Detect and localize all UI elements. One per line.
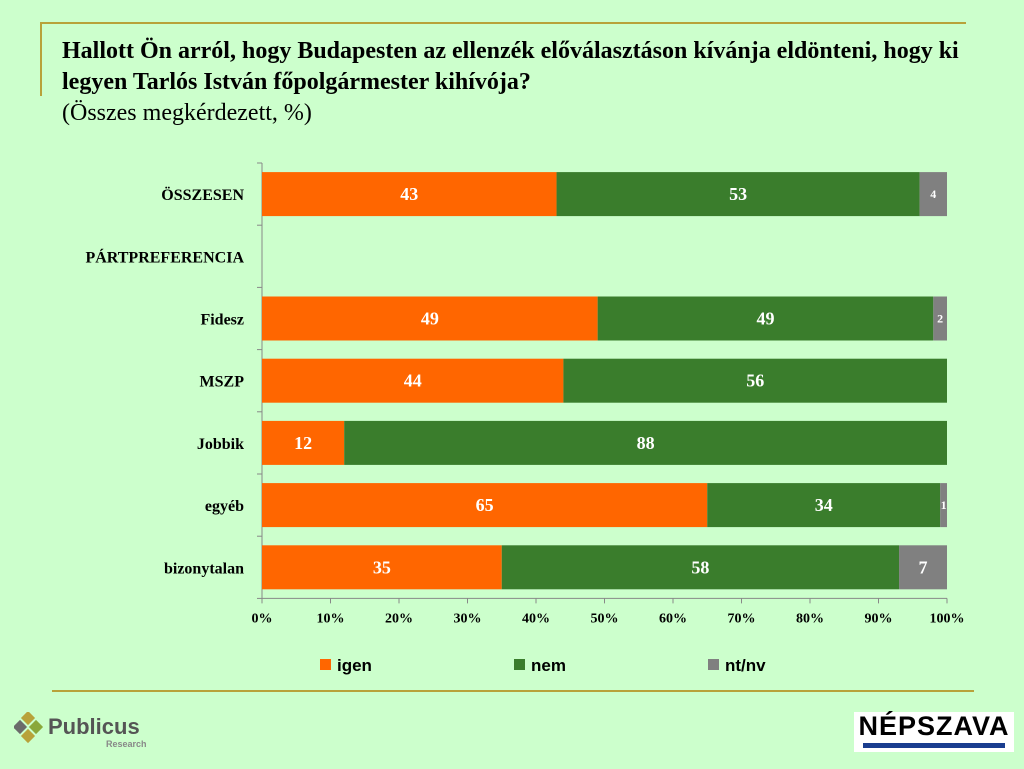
data-label: 56 (746, 371, 764, 391)
legend-swatch-nem (514, 659, 525, 670)
x-tick-label: 20% (385, 611, 413, 626)
bar-segment-nem (501, 545, 900, 590)
category-label: Fidesz (200, 312, 244, 329)
data-label: 49 (421, 309, 439, 329)
legend-swatch-ntnv (708, 659, 719, 670)
bar-segment-nem (597, 296, 934, 341)
x-tick-label: 80% (796, 611, 824, 626)
title-block: Hallott Ön arról, hogy Budapesten az ell… (62, 36, 962, 128)
chart-subtitle: (Összes megkérdezett, %) (62, 100, 312, 126)
bar-segment-ntnv (933, 296, 947, 341)
bar-segment-ntnv (899, 545, 947, 590)
bar-segment-igen (262, 545, 502, 590)
data-label: 49 (756, 309, 774, 329)
x-tick-label: 50% (591, 611, 619, 626)
x-tick-label: 10% (317, 611, 345, 626)
category-label: PÁRTPREFERENCIA (85, 247, 244, 266)
x-tick-label: 60% (659, 611, 687, 626)
bottom-rule (52, 690, 974, 692)
publicus-diamond-icon (14, 712, 44, 744)
legend-label-ntnv: nt/nv (725, 656, 766, 675)
bar-segment-nem (556, 172, 920, 217)
legend-label-nem: nem (531, 656, 566, 675)
x-tick-label: 100% (930, 611, 965, 626)
chart-title: Hallott Ön arról, hogy Budapesten az ell… (62, 38, 959, 95)
data-label: 34 (815, 495, 833, 515)
category-label: bizonytalan (164, 560, 244, 577)
bar-segment-nem (707, 483, 941, 528)
bar-segment-igen (262, 358, 564, 403)
bar-segment-nem (563, 358, 947, 403)
category-label: MSZP (200, 374, 245, 391)
nepszava-strip (863, 743, 1005, 748)
category-label: Jobbik (197, 436, 244, 453)
data-label: 35 (373, 557, 391, 577)
data-label: 12 (294, 433, 312, 453)
category-label: ÖSSZESEN (161, 186, 244, 204)
legend-swatch-igen (320, 659, 331, 670)
data-label: 1 (941, 498, 947, 512)
publicus-subtitle: Research (106, 739, 147, 749)
bar-segment-ntnv (919, 172, 947, 217)
data-label: 4 (930, 187, 936, 201)
x-tick-label: 0% (252, 611, 273, 626)
data-label: 88 (637, 433, 655, 453)
bar-segment-igen (262, 172, 557, 217)
bar-segment-igen (262, 296, 598, 341)
side-rule (40, 22, 42, 96)
publicus-logo: Publicus Research (14, 712, 154, 754)
x-tick-label: 30% (454, 611, 482, 626)
data-label: 44 (404, 371, 422, 391)
legend-item-igen: igen (320, 656, 372, 676)
top-rule (40, 22, 966, 24)
x-tick-label: 40% (522, 611, 550, 626)
bar-segment-igen (262, 420, 345, 465)
bar-segment-ntnv (940, 483, 947, 528)
legend-item-nem: nem (514, 656, 566, 676)
nepszava-wordmark: NÉPSZAVA (858, 711, 1010, 741)
data-label: 2 (937, 312, 943, 326)
legend-item-ntnv: nt/nv (708, 656, 766, 676)
legend-label-igen: igen (337, 656, 372, 675)
x-tick-label: 70% (728, 611, 756, 626)
data-label: 58 (691, 557, 709, 577)
data-label: 7 (919, 557, 928, 577)
data-label: 53 (729, 184, 747, 204)
data-label: 65 (476, 495, 494, 515)
nepszava-logo: NÉPSZAVA (854, 711, 1014, 752)
data-label: 43 (400, 184, 418, 204)
x-tick-label: 90% (865, 611, 893, 626)
bar-segment-igen (262, 483, 708, 528)
bar-segment-nem (344, 420, 947, 465)
category-label: egyéb (205, 498, 244, 515)
publicus-wordmark: Publicus (48, 714, 140, 739)
